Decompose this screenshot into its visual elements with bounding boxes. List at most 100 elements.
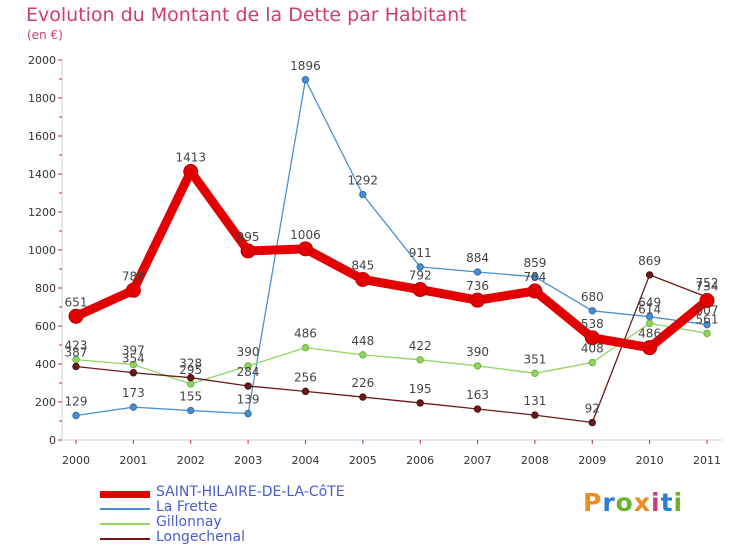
data-label: 131 — [523, 394, 546, 408]
series-line-2 — [75, 322, 708, 385]
data-label: 129 — [65, 394, 88, 408]
legend-swatch — [100, 523, 150, 525]
series-line-3 — [75, 274, 708, 424]
data-label: 649 — [638, 296, 661, 310]
x-tick-label: 2005 — [349, 454, 377, 467]
data-label: 448 — [351, 334, 374, 348]
data-point-2 — [703, 329, 711, 338]
y-tick-label: 1800 — [28, 92, 56, 105]
data-point-0 — [642, 340, 658, 356]
legend-label: La Frette — [156, 499, 218, 515]
data-point-3 — [187, 373, 195, 382]
data-label: 390 — [237, 345, 260, 359]
data-point-0 — [412, 282, 428, 298]
data-point-1 — [359, 190, 367, 199]
y-tick-label: 2000 — [28, 54, 56, 67]
data-point-0 — [584, 330, 600, 346]
data-label: 397 — [122, 344, 145, 358]
y-tick-label: 800 — [35, 282, 56, 295]
data-point-2 — [129, 360, 138, 369]
chart-subtitle: (en €) — [27, 28, 63, 42]
data-label: 734 — [696, 280, 719, 294]
data-point-1 — [588, 307, 596, 315]
data-point-1 — [531, 273, 539, 281]
data-point-3 — [588, 418, 596, 427]
data-label: 390 — [466, 345, 489, 359]
data-label: 139 — [237, 393, 260, 407]
proxiti-logo: Proxiti — [583, 488, 684, 517]
x-tick-label: 2003 — [234, 454, 262, 467]
data-point-1 — [129, 403, 138, 411]
data-point-0 — [297, 241, 313, 257]
data-label: 614 — [638, 302, 661, 316]
data-label: 328 — [179, 357, 202, 371]
data-point-0 — [527, 283, 543, 299]
data-point-0 — [470, 292, 486, 308]
data-label: 284 — [237, 365, 260, 379]
data-point-2 — [359, 351, 367, 359]
data-label: 173 — [122, 386, 145, 400]
data-point-2 — [244, 362, 252, 370]
data-label: 736 — [466, 279, 489, 293]
y-tick-label: 600 — [35, 320, 56, 333]
data-label: 651 — [65, 295, 88, 309]
data-label: 486 — [294, 327, 317, 341]
data-point-3 — [645, 271, 654, 279]
data-label: 1896 — [290, 59, 321, 73]
x-tick-label: 2010 — [636, 454, 664, 467]
y-tick-label: 1000 — [28, 244, 56, 257]
data-label: 869 — [638, 254, 661, 268]
series-line-1 — [75, 79, 708, 417]
x-tick-label: 2011 — [693, 454, 721, 467]
data-label: 408 — [581, 341, 604, 355]
data-label: 92 — [585, 402, 600, 416]
data-point-1 — [416, 263, 424, 271]
legend-swatch — [100, 508, 150, 510]
legend-label: Gillonnay — [156, 514, 222, 530]
data-label: 792 — [409, 269, 432, 283]
data-label: 845 — [351, 258, 374, 272]
data-label: 752 — [696, 276, 719, 290]
chart-title: Evolution du Montant de la Dette par Hab… — [26, 4, 467, 26]
data-point-1 — [72, 411, 80, 420]
data-point-0 — [125, 282, 141, 298]
data-point-0 — [240, 243, 256, 259]
data-label: 859 — [523, 256, 546, 270]
data-label: 351 — [523, 352, 546, 366]
data-label: 607 — [696, 304, 719, 318]
data-label: 422 — [409, 339, 432, 353]
data-label: 295 — [179, 363, 202, 377]
data-label: 195 — [409, 382, 432, 396]
data-label: 1413 — [175, 151, 206, 165]
series-line-0 — [71, 167, 712, 353]
data-label: 784 — [523, 270, 546, 284]
data-point-2 — [473, 362, 482, 370]
data-point-3 — [416, 399, 424, 407]
data-label: 788 — [122, 269, 145, 283]
data-label: 387 — [65, 345, 88, 359]
data-label: 884 — [466, 251, 489, 265]
legend-swatch — [100, 538, 150, 540]
data-label: 354 — [122, 352, 145, 366]
data-point-2 — [416, 356, 424, 364]
y-tick-label: 200 — [35, 396, 56, 409]
x-tick-label: 2006 — [406, 454, 434, 467]
data-point-2 — [301, 343, 310, 352]
data-point-1 — [187, 406, 195, 415]
data-point-3 — [129, 369, 138, 377]
x-tick-label: 2009 — [578, 454, 606, 467]
data-point-3 — [473, 405, 482, 413]
x-tick-label: 2007 — [464, 454, 492, 467]
data-label: 256 — [294, 370, 317, 384]
data-point-2 — [645, 319, 654, 328]
data-point-3 — [72, 362, 80, 371]
data-point-3 — [301, 387, 310, 396]
legend-swatch — [100, 490, 150, 498]
data-label: 163 — [466, 388, 489, 402]
data-point-0 — [68, 308, 84, 324]
x-tick-label: 2000 — [62, 454, 90, 467]
legend-label: SAINT-HILAIRE-DE-LA-CôTE — [156, 484, 345, 500]
y-tick-label: 1400 — [28, 168, 56, 181]
data-point-2 — [588, 358, 596, 367]
